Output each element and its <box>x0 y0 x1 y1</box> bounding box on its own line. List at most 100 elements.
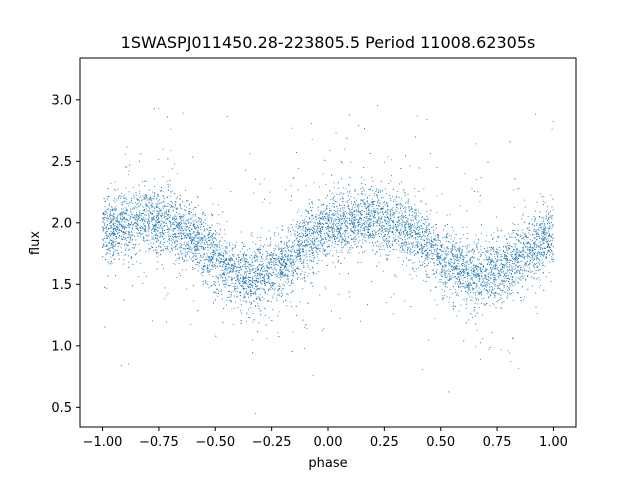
data-point <box>246 301 248 302</box>
data-point <box>219 240 221 242</box>
data-point <box>511 254 513 255</box>
data-point <box>376 188 378 190</box>
data-point <box>241 248 243 250</box>
data-point <box>270 241 272 243</box>
data-point <box>398 257 400 259</box>
data-point <box>456 277 458 279</box>
data-point <box>281 263 283 265</box>
data-point <box>121 226 123 228</box>
data-point <box>295 252 297 253</box>
data-point <box>539 268 540 270</box>
data-point <box>508 259 510 261</box>
data-point <box>261 227 263 229</box>
data-point <box>366 200 368 202</box>
data-point <box>453 265 455 267</box>
data-point <box>155 249 157 251</box>
data-point <box>433 245 435 247</box>
data-point <box>312 374 314 376</box>
data-point <box>439 279 441 281</box>
data-point <box>164 220 166 222</box>
data-point <box>268 276 270 278</box>
data-point <box>389 228 391 230</box>
data-point <box>331 192 333 194</box>
data-point <box>155 223 157 225</box>
data-point <box>299 301 301 303</box>
data-point <box>347 217 349 219</box>
data-point <box>152 225 154 227</box>
data-point <box>192 261 193 262</box>
data-point <box>400 217 402 219</box>
data-point <box>195 234 197 236</box>
data-point <box>547 221 549 223</box>
data-point <box>407 238 409 240</box>
data-point <box>141 212 143 214</box>
data-point <box>485 285 487 287</box>
data-point <box>300 235 302 237</box>
data-point <box>223 262 225 264</box>
data-point <box>196 222 198 224</box>
data-point <box>483 278 485 280</box>
data-point <box>292 242 294 244</box>
data-point <box>361 187 363 189</box>
data-point <box>180 224 182 226</box>
data-point <box>359 231 361 233</box>
data-point <box>218 247 220 249</box>
data-point <box>139 196 141 198</box>
data-point <box>489 249 491 251</box>
data-point <box>461 253 463 255</box>
data-point <box>425 281 427 282</box>
data-point <box>361 219 362 221</box>
data-point <box>243 258 245 260</box>
data-point <box>203 248 205 249</box>
data-points <box>102 104 554 414</box>
data-point <box>125 247 127 249</box>
data-point <box>181 245 183 247</box>
data-point <box>343 207 345 209</box>
data-point <box>383 229 385 230</box>
data-point <box>514 224 516 225</box>
data-point <box>117 231 119 233</box>
data-point <box>192 236 194 238</box>
data-point <box>304 224 306 226</box>
data-point <box>162 221 164 223</box>
data-point <box>379 219 381 221</box>
data-point <box>407 235 409 237</box>
data-point <box>322 204 324 206</box>
data-point <box>315 222 317 224</box>
data-point <box>296 237 298 239</box>
data-point <box>242 288 244 289</box>
data-point <box>518 277 520 279</box>
data-point <box>332 227 334 229</box>
data-point <box>525 243 527 245</box>
data-point <box>359 223 361 225</box>
data-point <box>256 274 258 276</box>
data-point <box>460 270 462 272</box>
data-point <box>523 255 525 257</box>
data-point <box>107 261 109 263</box>
data-point <box>404 242 406 244</box>
data-point <box>262 263 264 265</box>
data-point <box>274 263 276 265</box>
data-point <box>298 245 300 247</box>
data-point <box>529 263 531 265</box>
data-point <box>387 228 389 230</box>
data-point <box>312 273 314 275</box>
data-point <box>244 282 246 284</box>
data-point <box>237 278 239 280</box>
data-point <box>268 230 270 232</box>
data-point <box>217 255 219 257</box>
data-point <box>151 232 153 234</box>
data-point <box>414 246 416 248</box>
data-point <box>331 217 333 219</box>
data-point <box>116 236 117 238</box>
data-point <box>465 265 467 267</box>
data-point <box>184 235 186 237</box>
data-point <box>135 220 137 222</box>
data-point <box>520 242 522 244</box>
data-point <box>150 205 152 207</box>
data-point <box>481 291 482 293</box>
data-point <box>469 275 471 277</box>
data-point <box>259 275 261 277</box>
data-point <box>329 150 331 151</box>
data-point <box>231 280 233 282</box>
